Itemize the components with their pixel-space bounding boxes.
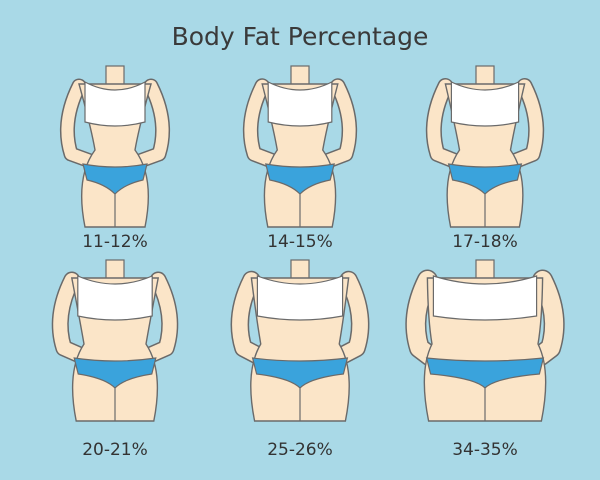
figure [230, 259, 370, 422]
figure [425, 65, 545, 228]
neck [290, 259, 310, 281]
percentage-label: 34-35% [452, 440, 518, 460]
figure [51, 259, 179, 422]
briefs [264, 163, 336, 195]
briefs [73, 357, 157, 389]
neck [105, 65, 125, 87]
percentage-label: 20-21% [82, 440, 148, 460]
neck [475, 65, 495, 87]
figure [405, 259, 565, 422]
arm [531, 271, 564, 365]
top [84, 81, 146, 127]
arm [333, 272, 368, 364]
arm [53, 273, 89, 363]
arm [131, 80, 169, 168]
arm [427, 79, 464, 169]
arm [232, 272, 267, 364]
percentage-label: 14-15% [267, 232, 333, 252]
briefs [447, 163, 523, 195]
percentage-label: 11-12% [82, 232, 148, 252]
title: Body Fat Percentage [172, 22, 429, 51]
briefs [251, 357, 349, 389]
figure [59, 65, 171, 228]
arm [506, 79, 543, 169]
top [450, 81, 520, 127]
briefs [82, 163, 148, 195]
top [267, 81, 333, 127]
top [77, 275, 153, 321]
neck [290, 65, 310, 87]
top [432, 275, 538, 321]
arm [406, 271, 439, 365]
neck [475, 259, 495, 281]
arm [141, 273, 177, 363]
top [256, 275, 344, 321]
briefs [425, 357, 545, 389]
arm [318, 79, 356, 169]
arm [61, 80, 99, 168]
arm [244, 79, 282, 169]
percentage-label: 17-18% [452, 232, 518, 252]
figure [242, 65, 358, 228]
percentage-label: 25-26% [267, 440, 333, 460]
neck [105, 259, 125, 281]
